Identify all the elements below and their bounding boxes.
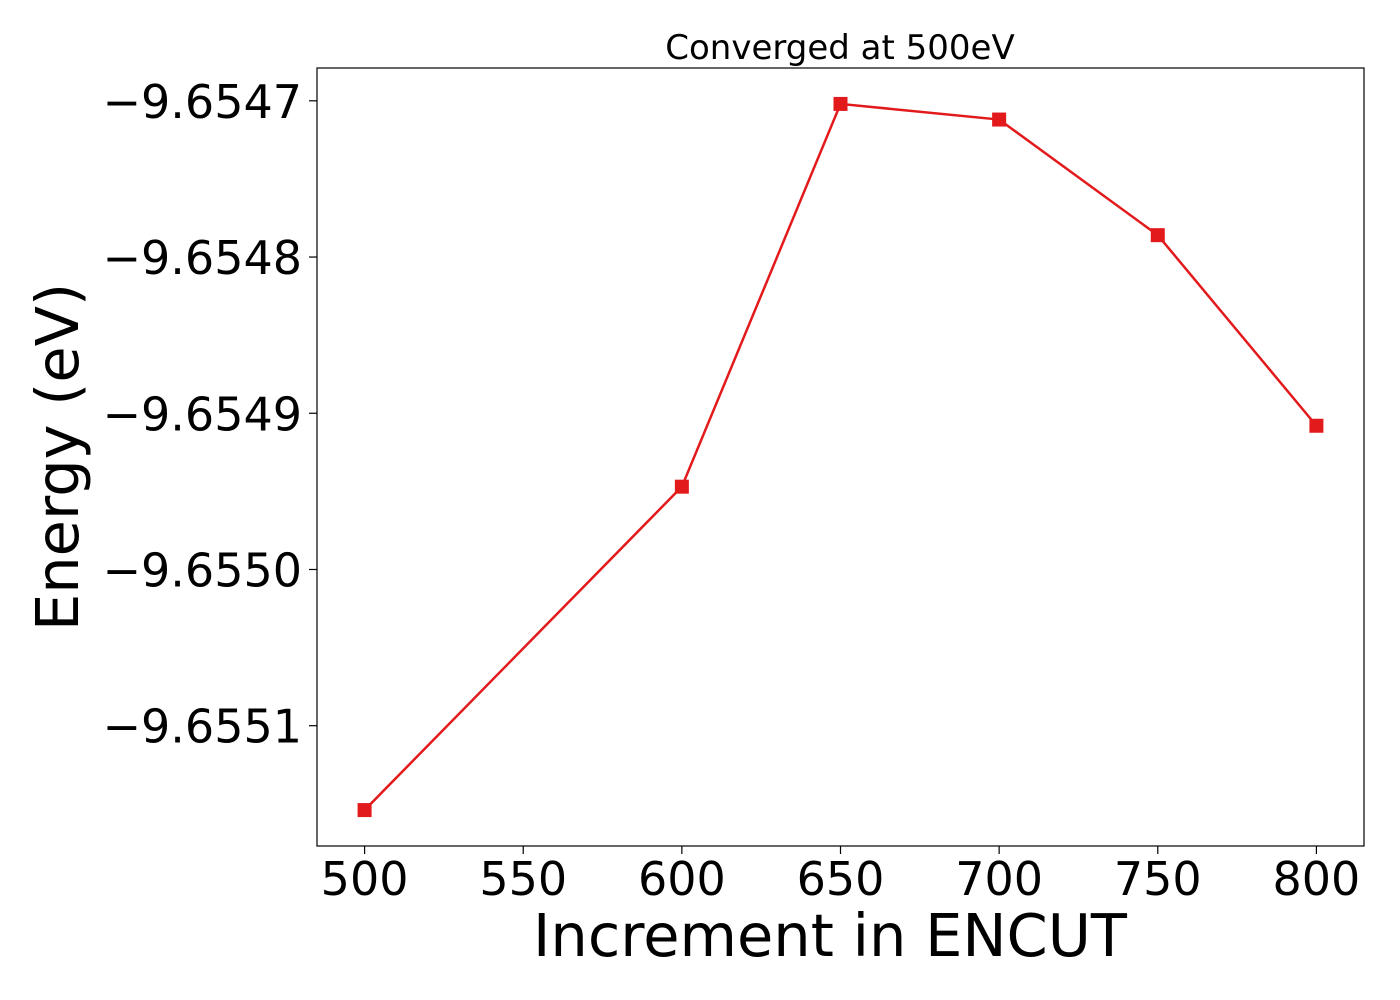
plot-series — [357, 96, 1324, 818]
y-tick-label: −9.6551 — [103, 700, 303, 754]
y-tick-label: −9.6547 — [103, 75, 303, 129]
data-point-marker — [1150, 228, 1165, 243]
data-point-marker — [674, 479, 689, 494]
y-tick-label: −9.6550 — [103, 543, 303, 597]
data-point-marker — [833, 96, 848, 111]
y-tick-label: −9.6549 — [103, 387, 303, 441]
x-tick-label: 800 — [1273, 852, 1361, 906]
chart-title: Converged at 500eV — [665, 28, 1014, 68]
x-tick-label: 550 — [479, 852, 567, 906]
y-axis-title: Energy (eV) — [23, 283, 92, 631]
x-axis-ticks: 500 550 600 650 700 750 800 — [321, 846, 1361, 906]
data-point-marker — [992, 112, 1007, 127]
plot-frame — [316, 67, 1365, 847]
y-tick-label: −9.6548 — [103, 231, 303, 285]
x-tick-label: 700 — [955, 852, 1043, 906]
x-tick-label: 600 — [638, 852, 726, 906]
series-line — [363, 102, 1318, 811]
y-axis-ticks: −9.6551 −9.6550 −9.6549 −9.6548 −9.6547 — [103, 75, 317, 754]
x-tick-label: 500 — [321, 852, 409, 906]
x-tick-label: 650 — [797, 852, 885, 906]
x-tick-label: 750 — [1114, 852, 1202, 906]
x-axis-title: Increment in ENCUT — [533, 901, 1128, 970]
data-point-marker — [1309, 418, 1324, 433]
data-point-marker — [357, 803, 372, 818]
